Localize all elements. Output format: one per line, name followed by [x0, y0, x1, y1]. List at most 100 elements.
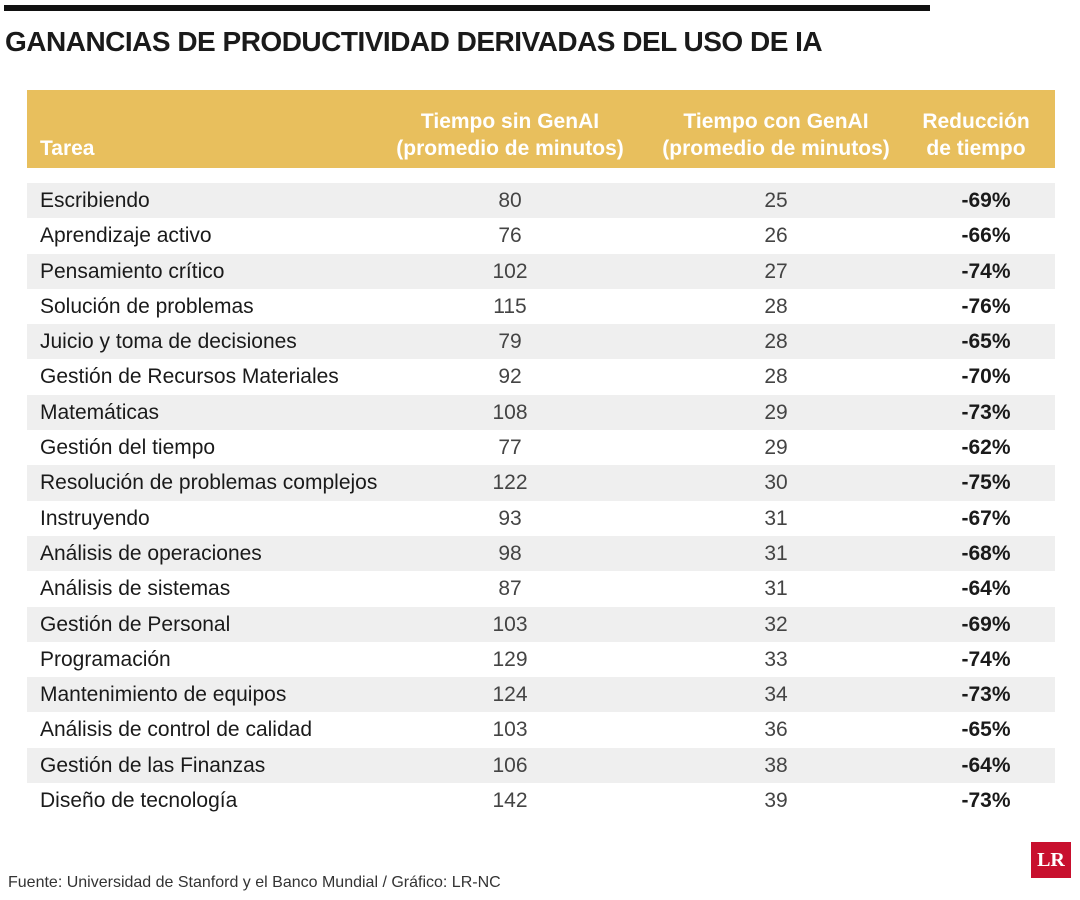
cell: -67%	[961, 506, 1011, 530]
cell: -73%	[961, 683, 1011, 707]
cell: 106	[492, 753, 528, 777]
cell: 108	[492, 400, 528, 424]
table-row: Aprendizaje activo 76 26 -66%	[27, 218, 1055, 253]
table-header: Tarea Tiempo sin GenAI (promedio de minuto…	[27, 90, 1055, 168]
table-row: Gestión de las Finanzas 106 38 -64%	[27, 747, 1055, 784]
source-note: Fuente: Universidad de Stanford y el Ban…	[8, 874, 501, 891]
top-bar	[4, 5, 930, 11]
table-row: Juicio y toma de decisiones 79 28 -65%	[27, 324, 1055, 360]
cell: -69%	[961, 189, 1011, 212]
cell: 77	[498, 436, 522, 460]
table-body: Escribiendo 80 25 -69% Aprendizaje activo 76 2…	[27, 183, 1055, 818]
table-row: Análisis de operaciones 98 31 -68%	[27, 535, 1055, 572]
cell: 115	[493, 294, 527, 318]
table-row: Mantenimiento de equipos 124 34 -73%	[27, 677, 1055, 713]
cell: 142	[492, 789, 528, 813]
cell: 98	[498, 541, 522, 565]
cell: -75%	[961, 471, 1011, 495]
cell: Diseño de tecnología	[40, 789, 238, 813]
cell: 87	[498, 577, 522, 601]
cell: 80	[498, 189, 522, 212]
table-row: Instruyendo 93 31 -67%	[27, 501, 1055, 536]
table-row: Gestión de Recursos Materiales 92 28 -70%	[27, 359, 1055, 394]
cell: Pensamiento crítico	[40, 259, 225, 283]
cell: Mantenimiento de equipos	[40, 683, 287, 707]
cell: 93	[498, 506, 522, 530]
cell: 129	[492, 647, 528, 671]
table-row: Solución de problemas 115 28 -76%	[27, 289, 1055, 324]
cell: Matemáticas	[40, 400, 160, 424]
cell: -76%	[961, 294, 1011, 318]
cell: Instruyendo	[40, 506, 150, 530]
cell: 103	[492, 612, 528, 636]
cell: 31	[764, 541, 788, 565]
cell: Resolución de problemas complejos	[40, 471, 378, 495]
cell: Aprendizaje activo	[40, 224, 212, 248]
cell: -62%	[961, 436, 1011, 460]
header-line: Reducción	[922, 110, 1030, 133]
cell: Análisis de operaciones	[40, 541, 262, 565]
logo: LR	[1031, 842, 1071, 878]
cell: 36	[764, 718, 788, 742]
column-header: Tiempo sin GenAI (promedio de minutos)	[367, 108, 653, 162]
title: GANANCIAS DE PRODUCTIVIDAD DERIVADAS DEL…	[5, 26, 823, 57]
cell: -69%	[961, 612, 1011, 636]
cell: -68%	[961, 541, 1011, 565]
header-line: Tiempo con GenAI	[683, 110, 869, 133]
cell: Escribiendo	[40, 189, 150, 212]
cell: 28	[764, 365, 788, 389]
cell: -65%	[961, 330, 1011, 354]
table-row: Resolución de problemas complejos 122 30 -7…	[27, 465, 1055, 501]
cell: Solución de problemas	[40, 294, 254, 318]
cell: 27	[764, 259, 788, 283]
cell: 28	[764, 330, 788, 354]
cell: 76	[498, 224, 522, 248]
table-row: Gestión del tiempo 77 29 -62%	[27, 430, 1055, 465]
cell: -73%	[961, 789, 1011, 813]
cell: -74%	[961, 647, 1011, 671]
cell: 102	[492, 259, 528, 283]
cell: -66%	[961, 224, 1011, 248]
cell: Gestión de Recursos Materiales	[40, 365, 339, 389]
cell: 103	[492, 718, 528, 742]
cell: 124	[492, 683, 528, 707]
cell: 34	[764, 683, 788, 707]
cell: 26	[764, 224, 788, 248]
cell: 39	[764, 789, 788, 813]
cell: 29	[764, 436, 788, 460]
cell: 31	[764, 577, 788, 601]
cell: Gestión de Personal	[40, 612, 231, 636]
cell: Juicio y toma de decisiones	[40, 330, 297, 354]
cell: -65%	[961, 718, 1011, 742]
cell: 29	[764, 400, 788, 424]
table-row: Gestión de Personal 103 32 -69%	[27, 606, 1055, 642]
table-row: Matemáticas 108 29 -73%	[27, 394, 1055, 431]
cell: Programación	[40, 647, 171, 671]
cell: 79	[498, 330, 522, 354]
cell: 33	[764, 647, 788, 671]
header-line: Tiempo sin GenAI	[420, 110, 600, 133]
column-header: Tarea	[40, 135, 94, 162]
header-line: de tiempo	[926, 137, 1026, 160]
column-header: Reducción de tiempo	[907, 108, 1045, 162]
cell: Análisis de sistemas	[40, 577, 231, 601]
table-row: Programación 129 33 -74%	[27, 642, 1055, 677]
column-header: Tiempo con GenAI (promedio de minutos)	[633, 108, 919, 162]
header-line: (promedio de minutos)	[662, 137, 890, 160]
cell: -73%	[961, 400, 1011, 424]
cell: 92	[498, 365, 522, 389]
cell: 30	[764, 471, 788, 495]
cell: 38	[764, 753, 788, 777]
cell: -70%	[961, 365, 1011, 389]
table-row: Análisis de sistemas 87 31 -64%	[27, 571, 1055, 606]
cell: Gestión del tiempo	[40, 436, 216, 460]
cell: Gestión de las Finanzas	[40, 753, 266, 777]
table-row: Escribiendo 80 25 -69%	[27, 183, 1055, 219]
table-row: Pensamiento crítico 102 27 -74%	[27, 253, 1055, 289]
table-row: Análisis de control de calidad 103 36 -65%	[27, 712, 1055, 747]
table-row: Diseño de tecnología 142 39 -73%	[27, 783, 1055, 818]
cell: 28	[764, 294, 788, 318]
header-line: (promedio de minutos)	[396, 137, 624, 160]
cell: Análisis de control de calidad	[40, 718, 312, 742]
